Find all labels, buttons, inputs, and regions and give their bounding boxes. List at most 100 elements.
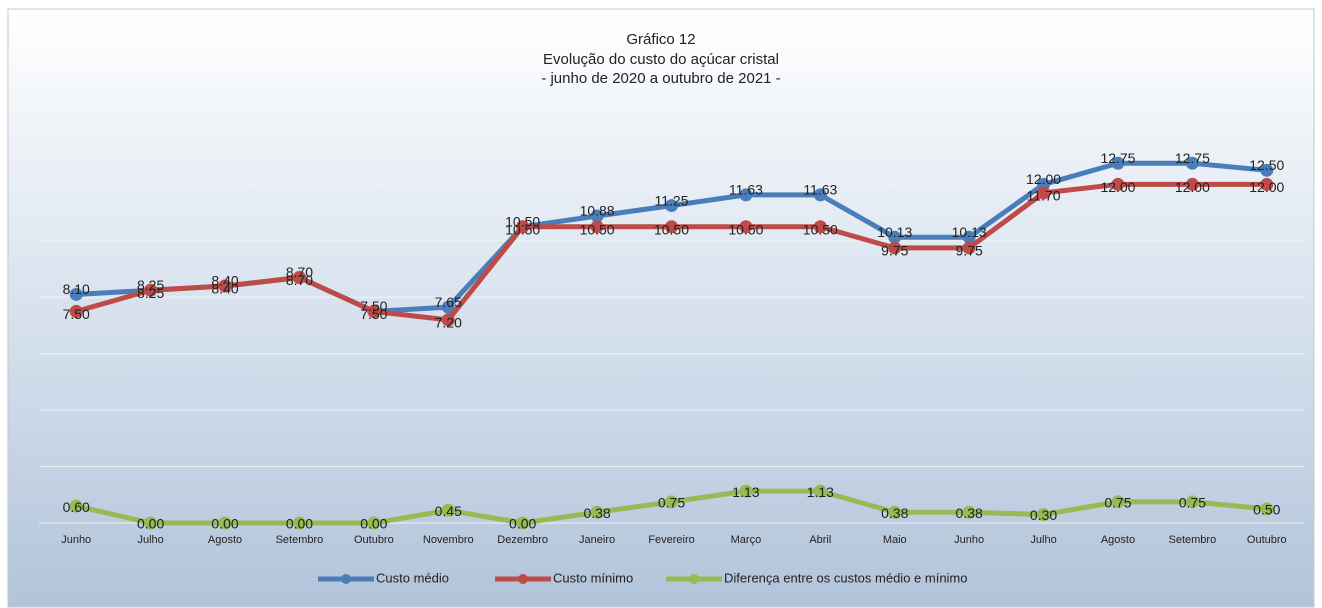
- data-label: 12.75: [1175, 150, 1210, 166]
- data-label: 0.38: [956, 505, 983, 521]
- data-label: 0.00: [509, 516, 536, 532]
- data-point: [144, 516, 158, 530]
- data-label: 8.40: [211, 273, 238, 289]
- x-tick-label: Maio: [883, 534, 907, 546]
- data-point: [739, 220, 753, 234]
- data-point: [69, 287, 83, 301]
- data-label: 10.88: [580, 203, 615, 219]
- data-label: 11.63: [803, 182, 837, 198]
- data-label: 0.30: [1030, 507, 1057, 523]
- data-point: [1037, 508, 1051, 522]
- chart-subtitle: - junho de 2020 a outubro de 2021 -: [541, 70, 780, 87]
- chart-title: Gráfico 12: [626, 31, 695, 48]
- data-point: [1260, 502, 1274, 516]
- data-label: 0.45: [435, 503, 462, 519]
- data-label: 7.50: [360, 306, 387, 322]
- data-label: 0.75: [658, 495, 685, 511]
- data-label: 12.00: [1175, 179, 1210, 195]
- data-point: [813, 484, 827, 498]
- data-point: [813, 220, 827, 234]
- data-point: [292, 271, 306, 285]
- x-tick-label: Julho: [1030, 534, 1056, 546]
- data-point: [367, 516, 381, 530]
- data-label: 1.13: [732, 484, 759, 500]
- data-label: 0.75: [1104, 495, 1131, 511]
- data-point: [144, 283, 158, 297]
- data-label: 0.75: [1179, 495, 1206, 511]
- x-tick-label: Agosto: [1101, 534, 1135, 546]
- data-label: 0.00: [211, 516, 238, 532]
- data-point: [516, 220, 530, 234]
- data-label: 7.50: [63, 306, 90, 322]
- data-label: 8.10: [63, 281, 90, 297]
- data-point: [1260, 163, 1274, 177]
- data-label: 8.25: [137, 285, 164, 301]
- data-point: [292, 516, 306, 530]
- data-label: 10.50: [505, 213, 540, 229]
- data-label: 0.00: [286, 516, 313, 532]
- data-label: 12.00: [1026, 171, 1061, 187]
- legend-label: Diferença entre os custos médio e mínimo: [724, 570, 968, 585]
- data-point: [739, 484, 753, 498]
- data-label: 0.00: [137, 516, 164, 532]
- x-tick-label: Outubro: [1247, 534, 1287, 546]
- legend-label: Custo médio: [376, 570, 449, 585]
- chart-subtitle: Evolução do custo do açúcar cristal: [543, 51, 779, 68]
- data-point: [1260, 177, 1274, 191]
- legend-label: Custo mínimo: [553, 570, 633, 585]
- data-label: 7.20: [435, 315, 462, 331]
- data-point: [1111, 156, 1125, 170]
- x-tick-label: Outubro: [354, 534, 394, 546]
- data-label: 9.75: [956, 243, 983, 259]
- data-label: 10.50: [728, 221, 763, 237]
- data-label: 8.70: [286, 264, 313, 280]
- data-point: [739, 188, 753, 202]
- x-tick-label: Março: [731, 534, 762, 546]
- data-point: [1111, 177, 1125, 191]
- data-label: 12.00: [1249, 179, 1284, 195]
- legend-marker: [341, 574, 351, 584]
- data-point: [665, 199, 678, 213]
- data-point: [516, 516, 530, 530]
- data-label: 10.13: [952, 224, 987, 240]
- data-point: [590, 505, 604, 519]
- x-tick-label: Agosto: [208, 534, 242, 546]
- data-label: 11.25: [655, 192, 689, 208]
- data-point: [367, 304, 381, 318]
- data-point: [590, 220, 604, 234]
- data-point: [69, 304, 83, 318]
- data-label: 0.38: [881, 505, 908, 521]
- legend-marker: [518, 574, 528, 584]
- data-point: [888, 241, 902, 255]
- data-label: 12.75: [1100, 150, 1135, 166]
- x-tick-label: Abril: [809, 534, 831, 546]
- data-point: [441, 503, 455, 517]
- x-tick-label: Junho: [61, 534, 91, 546]
- data-label: 8.25: [137, 277, 164, 293]
- data-label: 0.00: [360, 516, 387, 532]
- data-label: 10.50: [654, 221, 689, 237]
- data-label: 9.75: [881, 243, 908, 259]
- data-point: [1111, 495, 1125, 509]
- data-point: [888, 505, 902, 519]
- data-point: [665, 220, 678, 234]
- x-tick-label: Fevereiro: [648, 534, 694, 546]
- data-label: 0.38: [583, 505, 610, 521]
- data-label: 10.13: [877, 224, 912, 240]
- data-point: [665, 495, 678, 509]
- data-point: [441, 313, 455, 327]
- data-label: 0.50: [1253, 502, 1280, 518]
- data-label: 10.50: [803, 221, 838, 237]
- data-point: [1185, 177, 1199, 191]
- data-point: [962, 230, 976, 244]
- data-label: 10.50: [580, 221, 615, 237]
- data-point: [1185, 495, 1199, 509]
- data-point: [441, 300, 455, 314]
- data-point: [962, 241, 976, 255]
- x-tick-label: Janeiro: [579, 534, 615, 546]
- chart-area: [7, 8, 1315, 608]
- data-label: 12.00: [1100, 179, 1135, 195]
- x-tick-label: Setembro: [276, 534, 324, 546]
- data-label: 7.65: [435, 294, 462, 310]
- data-label: 12.50: [1249, 157, 1284, 173]
